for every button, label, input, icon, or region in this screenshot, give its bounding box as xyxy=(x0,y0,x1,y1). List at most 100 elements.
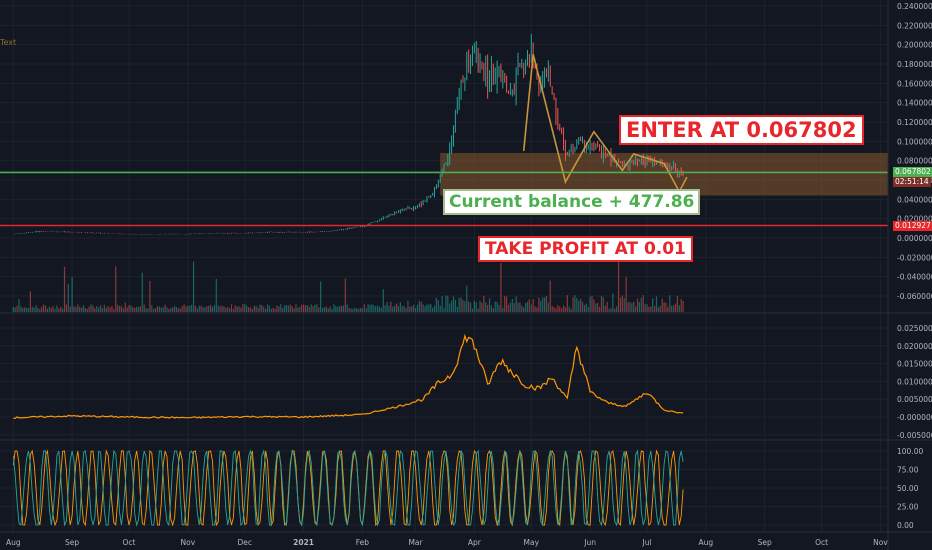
volume-bar xyxy=(468,301,470,312)
volume-bar xyxy=(471,308,474,312)
volume-bar xyxy=(502,307,504,312)
volume-bar xyxy=(90,304,92,312)
time-tick-label: Sep xyxy=(758,538,772,547)
zigzag-drawing xyxy=(522,54,688,194)
volume-bar xyxy=(46,308,49,312)
balance-annotation[interactable]: Current balance + 477.86 xyxy=(443,189,701,215)
volume-bar xyxy=(257,307,259,312)
indicator-1-line xyxy=(13,333,684,419)
volume-bar xyxy=(526,301,529,312)
volume-bar xyxy=(581,301,584,312)
enter-annotation[interactable]: ENTER AT 0.067802 xyxy=(619,115,864,145)
volume-bar xyxy=(189,305,191,312)
volume-bar xyxy=(513,303,515,312)
indicator-2-tick-label: 50.00 xyxy=(897,484,919,493)
volume-bar xyxy=(175,306,178,312)
volume-bar xyxy=(635,306,637,312)
volume-bar xyxy=(585,303,587,312)
volume-bar xyxy=(221,305,223,312)
indicator-1-tick-label: 0.015000 xyxy=(897,360,932,369)
take-profit-annotation[interactable]: TAKE PROFIT AT 0.01 xyxy=(478,236,693,262)
indicator-2-tick-label: 0.00 xyxy=(897,521,914,530)
price-tick-label: 0.120000 xyxy=(897,118,932,127)
volume-bar xyxy=(583,305,586,312)
volume-bar xyxy=(96,306,98,312)
volume-bar xyxy=(293,308,295,312)
volume-bar xyxy=(113,308,115,312)
volume-bar xyxy=(432,307,434,312)
time-tick-label: Apr xyxy=(468,538,482,547)
volume-bar xyxy=(614,308,616,312)
volume-bar xyxy=(325,306,327,312)
volume-bar xyxy=(509,302,512,312)
volume-bar xyxy=(616,306,618,312)
volume-bar xyxy=(24,307,26,312)
volume-bar xyxy=(80,307,83,312)
volume-bar xyxy=(598,307,601,312)
volume-bar xyxy=(591,295,593,312)
volume-bar xyxy=(314,304,316,312)
time-tick-label: Sep xyxy=(65,538,79,547)
volume-bar xyxy=(373,305,375,312)
volume-bar xyxy=(566,295,568,312)
volume-bar xyxy=(384,305,386,312)
volume-bar xyxy=(316,304,318,312)
volume-bar xyxy=(644,303,646,312)
volume-bar xyxy=(18,298,20,312)
volume-bar xyxy=(574,295,576,312)
price-tick-label: 0.180000 xyxy=(897,60,932,69)
volume-bar xyxy=(627,302,629,312)
volume-bar xyxy=(173,306,176,312)
volume-bar xyxy=(589,296,591,312)
volume-bar xyxy=(94,308,96,312)
volume-bar xyxy=(280,304,282,312)
volume-bar xyxy=(301,304,303,312)
volume-bar xyxy=(540,300,542,312)
volume-bar xyxy=(466,285,468,312)
volume-bar xyxy=(524,302,527,312)
volume-bar xyxy=(439,305,441,312)
volume-bar xyxy=(261,304,263,312)
volume-bar xyxy=(551,306,553,312)
time-tick-label: Mar xyxy=(408,538,423,547)
volume-bar xyxy=(37,307,39,312)
volume-bar xyxy=(625,276,627,312)
volume-bar xyxy=(225,307,227,312)
volume-bar xyxy=(350,308,352,312)
volume-bar xyxy=(215,278,217,312)
volume-bar xyxy=(665,302,667,312)
volume-bar xyxy=(25,307,28,312)
volume-bar xyxy=(481,303,483,312)
volume-bar xyxy=(545,296,548,312)
volume-bar xyxy=(132,306,134,312)
volume-bar xyxy=(287,305,290,312)
volume-bar xyxy=(342,305,345,312)
volume-bar xyxy=(75,307,77,312)
volume-bar xyxy=(130,305,132,312)
volume-bar xyxy=(247,307,250,312)
volume-bar xyxy=(572,297,574,312)
volume-bar xyxy=(160,307,162,312)
volume-bar xyxy=(669,295,671,312)
volume-bar xyxy=(154,308,157,312)
indicator-1-tick-label: 0.010000 xyxy=(897,377,932,386)
volume-bar xyxy=(29,291,31,312)
volume-bar xyxy=(435,297,438,312)
volume-bar xyxy=(395,303,398,312)
volume-bar xyxy=(86,308,88,312)
volume-bar xyxy=(164,304,166,312)
take-profit-price-tag: 0.012927 xyxy=(893,221,932,231)
volume-bar xyxy=(636,298,639,312)
volume-bar xyxy=(211,306,214,312)
volume-bar xyxy=(600,295,603,312)
volume-bar xyxy=(122,308,124,312)
volume-bar xyxy=(339,305,341,312)
text-tool-label: Text xyxy=(0,38,17,47)
volume-bar xyxy=(359,307,362,312)
volume-bar xyxy=(278,306,280,312)
volume-bar xyxy=(340,305,343,312)
price-tick-label: 0.040000 xyxy=(897,195,932,204)
volume-bar xyxy=(469,302,472,312)
volume-bar xyxy=(363,304,365,312)
